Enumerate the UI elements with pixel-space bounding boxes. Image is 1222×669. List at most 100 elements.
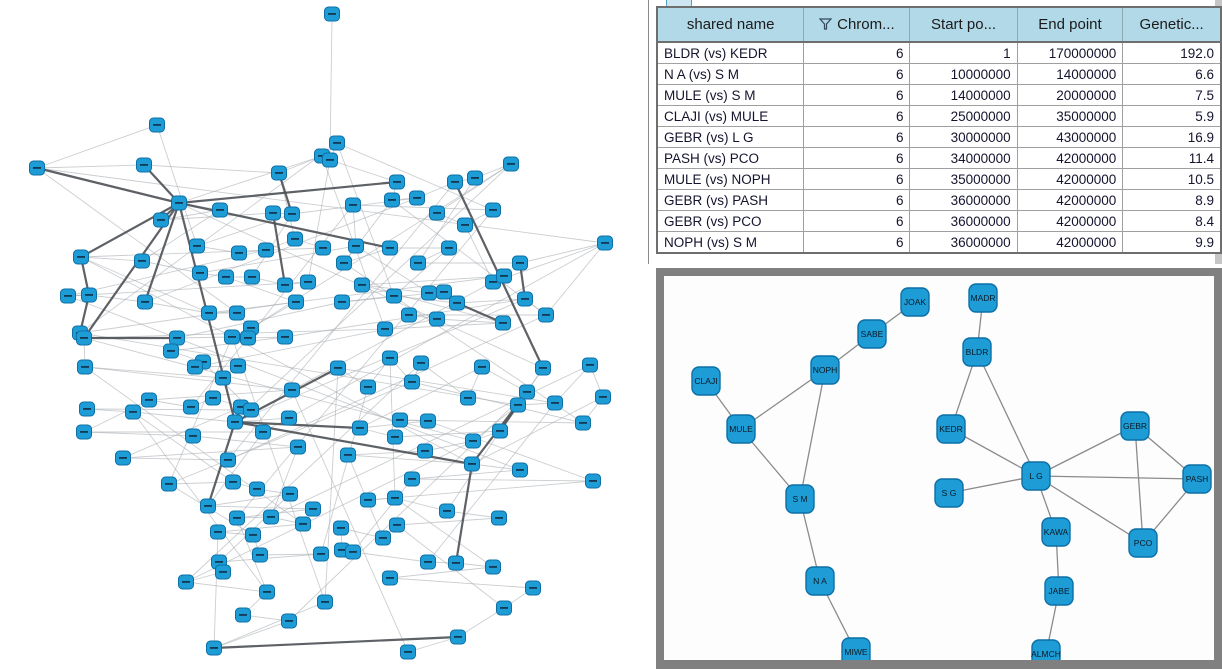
network-node[interactable] [330,360,346,376]
network-node[interactable] [352,420,368,436]
column-header-start-po-[interactable]: Start po... [909,6,1018,43]
network-node[interactable] [171,195,187,211]
network-edge[interactable] [343,262,584,424]
detail-node-gebr[interactable]: GEBR [1120,411,1150,441]
network-node[interactable] [360,379,376,395]
network-node[interactable] [136,157,152,173]
network-node[interactable] [218,269,234,285]
network-node[interactable] [205,390,221,406]
network-edge[interactable] [88,294,146,303]
network-edge[interactable] [347,450,426,456]
network-node[interactable] [345,197,361,213]
detail-node-miwe[interactable]: MIWE [841,637,871,660]
value-cell[interactable]: 8.4 [1122,210,1222,232]
network-edge[interactable] [36,164,145,169]
network-node[interactable] [192,265,208,281]
network-edge[interactable] [234,420,361,430]
detail-node-noph[interactable]: NOPH [810,355,840,385]
network-edge[interactable] [361,275,505,286]
network-edge[interactable] [208,275,505,314]
network-node[interactable] [496,268,512,284]
network-node[interactable] [334,294,350,310]
value-cell[interactable]: 8.9 [1122,189,1222,211]
network-node[interactable] [282,486,298,502]
network-node[interactable] [215,370,231,386]
detail-node-s-m[interactable]: S M [785,484,815,514]
detail-edge-bldr-l-g[interactable] [976,351,1037,477]
network-edge[interactable] [231,336,326,603]
value-cell[interactable]: 6.6 [1122,63,1222,85]
network-edge[interactable] [207,493,291,507]
edge-name-cell[interactable]: N A (vs) S M [656,63,805,85]
network-edge[interactable] [329,159,398,183]
table-row[interactable]: BLDR (vs) KEDR 6 1 170000000 192.0 [656,41,1222,64]
detail-node-n-a[interactable]: N A [805,566,835,596]
network-node[interactable] [492,423,508,439]
network-node[interactable] [340,447,356,463]
network-edge[interactable] [141,209,221,262]
detail-node-kawa[interactable]: KAWA [1041,517,1071,547]
detail-node-joak[interactable]: JOAK [900,287,930,317]
network-node[interactable] [287,231,303,247]
network-edge[interactable] [132,411,236,423]
network-node[interactable] [227,414,243,430]
table-row[interactable]: MULE (vs) S M 6 14000000 20000000 7.5 [656,84,1222,106]
value-cell[interactable]: 6 [803,84,911,106]
edge-name-cell[interactable]: MULE (vs) NOPH [656,168,805,190]
network-edge[interactable] [393,247,450,297]
network-edge[interactable] [307,159,331,283]
value-cell[interactable]: 6 [803,126,911,148]
network-edge[interactable] [288,242,606,419]
network-node[interactable] [429,205,445,221]
network-node[interactable] [277,329,293,345]
network-edge[interactable] [446,510,500,519]
network-edge[interactable] [36,167,606,244]
network-node[interactable] [229,510,245,526]
network-edge[interactable] [337,367,556,404]
network-node[interactable] [212,202,228,218]
network-node[interactable] [231,245,247,261]
network-edge[interactable] [36,167,238,314]
network-edge[interactable] [84,366,224,379]
network-node[interactable] [183,399,199,415]
value-cell[interactable]: 42000000 [1016,147,1124,169]
network-edge[interactable] [389,577,534,589]
network-node[interactable] [420,413,436,429]
detail-node-madr[interactable]: MADR [968,283,998,313]
network-node[interactable] [265,205,281,221]
network-node[interactable] [329,135,345,151]
network-edge[interactable] [86,408,252,411]
network-edge[interactable] [227,314,547,461]
network-edge[interactable] [347,454,473,465]
value-cell[interactable]: 14000000 [1016,63,1124,85]
network-node[interactable] [465,433,481,449]
network-edge[interactable] [36,166,180,205]
column-header-chrom-[interactable]: Chrom... [803,6,911,43]
network-edge[interactable] [436,318,504,324]
value-cell[interactable]: 30000000 [909,126,1018,148]
detail-node-almch[interactable]: ALMCH [1031,639,1061,660]
network-edge[interactable] [394,497,494,568]
network-node[interactable] [547,395,563,411]
network-node[interactable] [382,570,398,586]
network-edge[interactable] [427,402,556,563]
detail-node-mule[interactable]: MULE [726,414,756,444]
value-cell[interactable]: 192.0 [1122,41,1222,64]
value-cell[interactable]: 6 [803,168,911,190]
value-cell[interactable]: 16.9 [1122,126,1222,148]
network-edge[interactable] [207,431,264,507]
detail-edge-gebr-pco[interactable] [1134,425,1144,544]
network-node[interactable] [315,240,331,256]
network-node[interactable] [252,547,268,563]
network-node[interactable] [240,330,256,346]
network-edge[interactable] [79,301,297,334]
value-cell[interactable]: 42000000 [1016,210,1124,232]
value-cell[interactable]: 36000000 [909,210,1018,232]
network-node[interactable] [387,429,403,445]
network-node[interactable] [235,607,251,623]
network-edge[interactable] [545,242,606,316]
detail-edge-noph-s-m[interactable] [799,369,826,500]
value-cell[interactable]: 25000000 [909,105,1018,127]
network-edge[interactable] [178,155,323,204]
network-node[interactable] [582,357,598,373]
